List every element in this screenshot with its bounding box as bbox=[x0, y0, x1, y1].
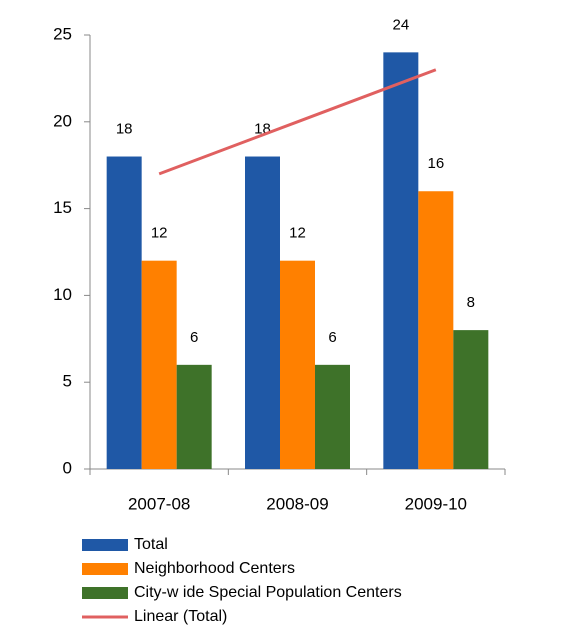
y-tick-label: 5 bbox=[63, 372, 72, 391]
y-tick-label: 25 bbox=[53, 24, 72, 43]
y-tick-label: 10 bbox=[53, 285, 72, 304]
data-label: 6 bbox=[190, 329, 198, 346]
data-label: 18 bbox=[116, 120, 133, 137]
legend-swatch bbox=[82, 563, 128, 575]
legend-label: Neighborhood Centers bbox=[134, 560, 295, 577]
bar bbox=[106, 156, 142, 469]
legend-label: Total bbox=[134, 536, 168, 553]
legend-swatch bbox=[82, 539, 128, 551]
x-tick-label: 2007-08 bbox=[128, 494, 190, 513]
x-tick-label: 2009-10 bbox=[405, 494, 467, 513]
data-label: 8 bbox=[467, 294, 475, 311]
bar bbox=[315, 364, 350, 469]
y-tick-label: 20 bbox=[53, 111, 72, 130]
data-label: 12 bbox=[289, 225, 306, 242]
bar bbox=[383, 52, 419, 470]
bar bbox=[453, 330, 489, 469]
data-label: 16 bbox=[427, 155, 444, 172]
data-label: 6 bbox=[328, 329, 336, 346]
x-tick-label: 2008-09 bbox=[266, 494, 328, 513]
y-tick-label: 15 bbox=[53, 198, 72, 217]
legend-label: City-w ide Special Population Centers bbox=[134, 584, 402, 601]
legend-swatch bbox=[82, 587, 128, 599]
bar bbox=[280, 260, 315, 469]
bar bbox=[418, 191, 454, 470]
bar bbox=[141, 260, 177, 469]
data-label: 12 bbox=[151, 225, 168, 242]
y-tick-label: 0 bbox=[63, 458, 72, 477]
legend-label: Linear (Total) bbox=[134, 608, 227, 625]
bar bbox=[176, 364, 212, 469]
bar bbox=[245, 156, 280, 469]
trend-line bbox=[158, 68, 437, 176]
data-label: 24 bbox=[392, 16, 409, 33]
